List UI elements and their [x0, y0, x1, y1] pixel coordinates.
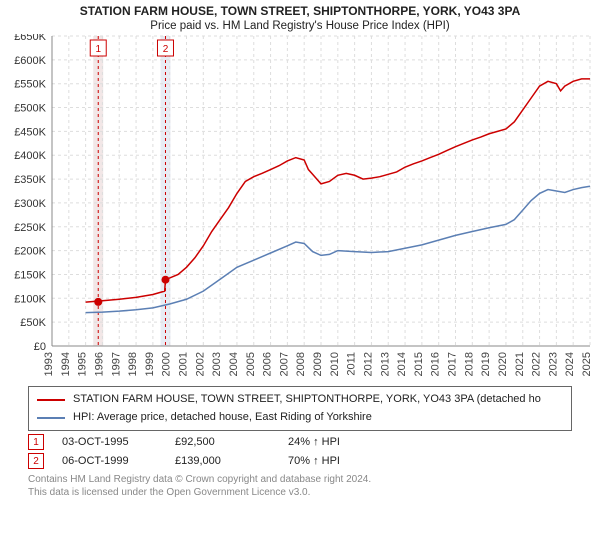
legend-swatch-property	[37, 399, 65, 401]
svg-text:2022: 2022	[531, 352, 543, 376]
svg-text:1998: 1998	[127, 352, 139, 376]
svg-text:2002: 2002	[194, 352, 206, 376]
line-chart: £0 £50K £100K £150K £200K £250K £300K £350K £400…	[0, 34, 600, 382]
sale-row-2: 2 06-OCT-1999 £139,000 70% ↑ HPI	[28, 453, 572, 469]
legend-label-hpi: HPI: Average price, detached house, East…	[73, 409, 372, 427]
svg-text:£650K: £650K	[14, 34, 46, 43]
svg-text:2001: 2001	[178, 352, 190, 376]
sale-badge-2: 2	[28, 453, 44, 469]
footer-line2: This data is licensed under the Open Gov…	[28, 487, 310, 498]
svg-text:2024: 2024	[564, 352, 576, 376]
svg-text:£350K: £350K	[14, 174, 46, 186]
svg-text:1993: 1993	[43, 352, 55, 376]
chart-subtitle: Price paid vs. HM Land Registry's House …	[0, 19, 600, 34]
svg-text:2023: 2023	[547, 352, 559, 376]
footer-line1: Contains HM Land Registry data © Crown c…	[28, 474, 371, 485]
svg-text:2015: 2015	[413, 352, 425, 376]
svg-text:2005: 2005	[245, 352, 257, 376]
svg-text:2011: 2011	[346, 352, 358, 376]
svg-text:2018: 2018	[463, 352, 475, 376]
svg-text:1999: 1999	[144, 352, 156, 376]
svg-text:2008: 2008	[295, 352, 307, 376]
legend-row-hpi: HPI: Average price, detached house, East…	[37, 409, 563, 427]
sale-price-1: £92,500	[175, 436, 270, 448]
sale-badge-1: 1	[28, 434, 44, 450]
sale-date-2: 06-OCT-1999	[62, 455, 157, 467]
svg-text:1997: 1997	[110, 352, 122, 376]
svg-text:2: 2	[163, 44, 169, 55]
svg-text:2010: 2010	[329, 352, 341, 376]
sale-rel-1: 24% ↑ HPI	[288, 436, 383, 448]
svg-text:2003: 2003	[211, 352, 223, 376]
svg-text:£200K: £200K	[14, 246, 46, 258]
svg-text:£100K: £100K	[14, 293, 46, 305]
sale-row-1: 1 03-OCT-1995 £92,500 24% ↑ HPI	[28, 434, 572, 450]
svg-text:1995: 1995	[77, 352, 89, 376]
svg-text:£300K: £300K	[14, 198, 46, 210]
chart-title-block: STATION FARM HOUSE, TOWN STREET, SHIPTON…	[0, 0, 600, 34]
svg-text:1996: 1996	[93, 352, 105, 376]
chart-canvas: £0 £50K £100K £150K £200K £250K £300K £350K £400…	[0, 34, 600, 382]
sale-price-2: £139,000	[175, 455, 270, 467]
svg-text:2007: 2007	[278, 352, 290, 376]
svg-text:£150K: £150K	[14, 270, 46, 282]
svg-text:£0: £0	[34, 341, 46, 353]
legend: STATION FARM HOUSE, TOWN STREET, SHIPTON…	[28, 386, 572, 431]
svg-text:£500K: £500K	[14, 103, 46, 115]
svg-text:2013: 2013	[379, 352, 391, 376]
svg-text:1994: 1994	[60, 352, 72, 376]
svg-text:1: 1	[95, 44, 101, 55]
svg-text:£50K: £50K	[20, 317, 46, 329]
legend-label-property: STATION FARM HOUSE, TOWN STREET, SHIPTON…	[73, 391, 541, 409]
svg-text:2006: 2006	[262, 352, 274, 376]
sale-date-1: 03-OCT-1995	[62, 436, 157, 448]
svg-text:2025: 2025	[581, 352, 593, 376]
svg-text:2016: 2016	[430, 352, 442, 376]
svg-text:2012: 2012	[362, 352, 374, 376]
legend-swatch-hpi	[37, 417, 65, 419]
svg-text:2017: 2017	[447, 352, 459, 376]
svg-text:£450K: £450K	[14, 127, 46, 139]
svg-text:2021: 2021	[514, 352, 526, 376]
svg-text:2004: 2004	[228, 352, 240, 376]
svg-text:£550K: £550K	[14, 79, 46, 91]
svg-text:2020: 2020	[497, 352, 509, 376]
svg-text:£400K: £400K	[14, 150, 46, 162]
svg-text:2009: 2009	[312, 352, 324, 376]
chart-title: STATION FARM HOUSE, TOWN STREET, SHIPTON…	[0, 0, 600, 19]
svg-text:£600K: £600K	[14, 55, 46, 67]
legend-row-property: STATION FARM HOUSE, TOWN STREET, SHIPTON…	[37, 391, 563, 409]
svg-text:£250K: £250K	[14, 222, 46, 234]
footer-note: Contains HM Land Registry data © Crown c…	[28, 473, 572, 499]
svg-text:2019: 2019	[480, 352, 492, 376]
sale-rel-2: 70% ↑ HPI	[288, 455, 383, 467]
svg-text:2000: 2000	[161, 352, 173, 376]
svg-text:2014: 2014	[396, 352, 408, 376]
